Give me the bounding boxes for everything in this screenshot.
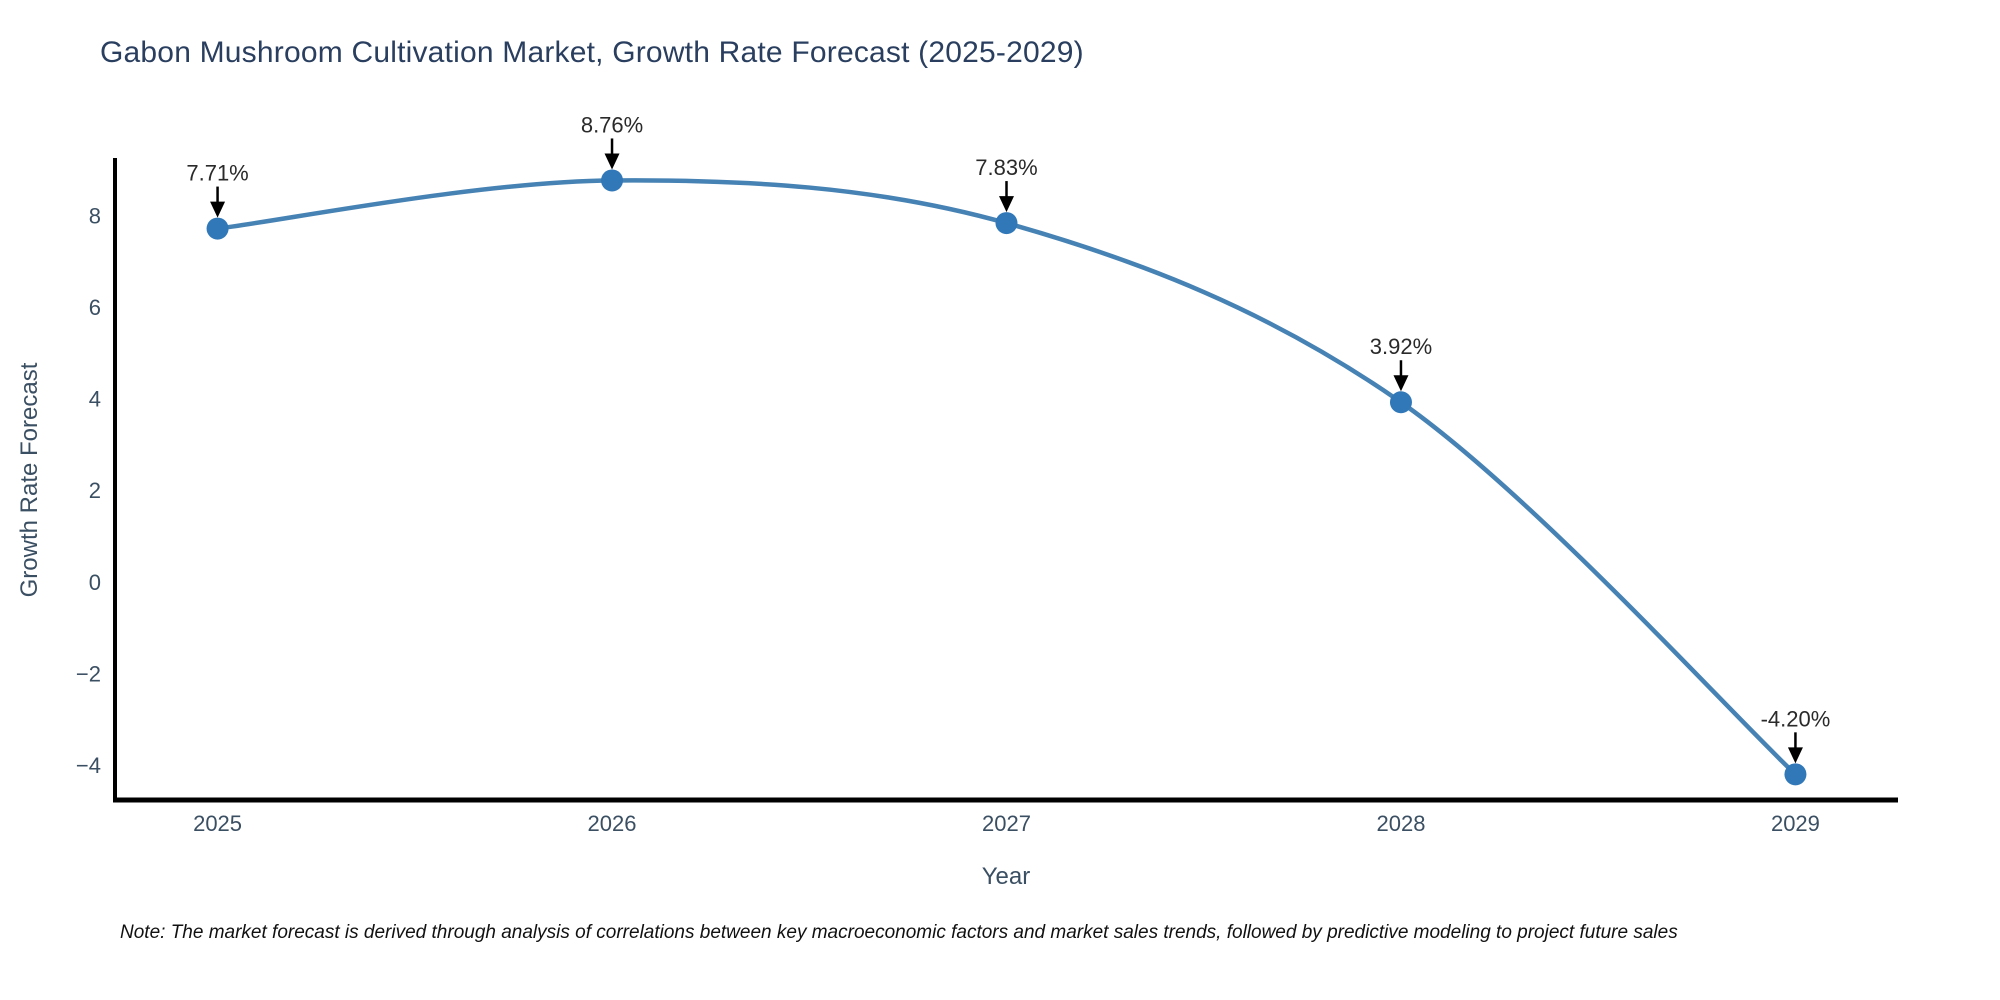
x-axis-title: Year: [981, 863, 1031, 890]
data-point-marker: [995, 212, 1018, 235]
data-point-label: -4.20%: [1761, 706, 1831, 731]
y-axis-title: Growth Rate Forecast: [16, 362, 43, 598]
footnote: Note: The market forecast is derived thr…: [120, 922, 1678, 943]
data-point-marker: [601, 169, 624, 192]
annotation-arrowhead-icon: [1787, 747, 1803, 764]
x-tick-label: 2025: [193, 811, 242, 836]
annotation-arrowhead-icon: [1393, 375, 1409, 392]
annotation-arrowhead-icon: [210, 201, 226, 218]
y-tick-label: −2: [76, 662, 101, 687]
data-point-marker: [1784, 763, 1807, 786]
trend-line: [215, 178, 1798, 777]
data-point-label: 3.92%: [1370, 334, 1432, 359]
data-point-marker: [1389, 391, 1412, 414]
y-tick-label: 8: [89, 203, 101, 228]
data-point-label: 7.83%: [975, 155, 1037, 180]
y-tick-label: 4: [89, 387, 101, 412]
y-tick-label: −4: [76, 753, 101, 778]
x-tick-label: 2029: [1771, 811, 1820, 836]
y-tick-label: 2: [89, 478, 101, 503]
annotation-arrowhead-icon: [604, 153, 620, 170]
data-point-label: 8.76%: [581, 112, 643, 137]
x-tick-label: 2026: [588, 811, 637, 836]
y-tick-label: 0: [89, 570, 101, 595]
data-point-marker: [206, 217, 229, 240]
chart-title: Gabon Mushroom Cultivation Market, Growt…: [100, 36, 1084, 69]
annotation-arrowhead-icon: [999, 196, 1014, 213]
data-point-label: 7.71%: [186, 161, 248, 186]
y-tick-label: 6: [89, 295, 101, 320]
x-tick-label: 2028: [1376, 811, 1425, 836]
x-tick-label: 2027: [982, 811, 1031, 836]
